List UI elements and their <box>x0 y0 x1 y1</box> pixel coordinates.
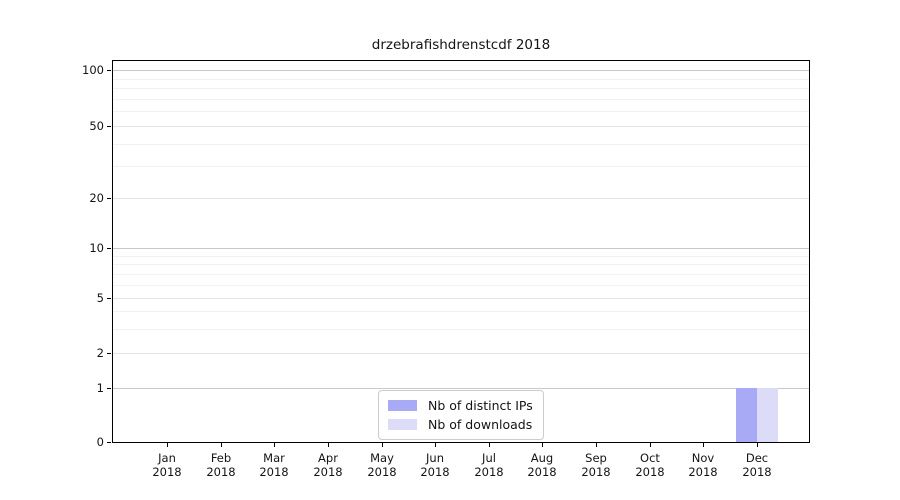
gridline-1 <box>113 388 809 389</box>
gridline-minor-30 <box>113 166 809 167</box>
x-axis-tick-label-oct-2018: Oct 2018 <box>635 451 665 479</box>
gridline-2 <box>113 353 809 354</box>
x-axis-tick-label-dec-2018: Dec 2018 <box>742 451 772 479</box>
chart-title: drzebrafishdrenstcdf 2018 <box>371 37 551 53</box>
x-axis-tick-label-sep-2018: Sep 2018 <box>581 451 611 479</box>
x-axis-tick-label-nov-2018: Nov 2018 <box>688 451 718 479</box>
x-axis-tick-mark-oct-2018 <box>650 443 651 447</box>
legend-item-nb-of-distinct-ips: Nb of distinct IPs <box>388 396 533 415</box>
y-axis-tick-label-10: 10 <box>89 241 104 255</box>
y-axis-tick-label-20: 20 <box>89 191 104 205</box>
y-axis-tick-mark-100 <box>107 70 111 71</box>
gridline-minor-60 <box>113 111 809 112</box>
gridline-50 <box>113 126 809 127</box>
y-axis-tick-label-2: 2 <box>96 346 104 360</box>
y-axis-tick-label-1: 1 <box>96 381 104 395</box>
y-axis-tick-mark-0 <box>107 442 111 443</box>
x-axis-tick-mark-mar-2018 <box>274 443 275 447</box>
gridline-10 <box>113 248 809 249</box>
legend-item-nb-of-downloads: Nb of downloads <box>388 415 533 434</box>
x-axis-tick-mark-feb-2018 <box>221 443 222 447</box>
y-axis-tick-label-5: 5 <box>96 291 104 305</box>
gridline-minor-8 <box>113 264 809 265</box>
plot-area <box>112 60 810 443</box>
y-axis-tick-label-50: 50 <box>89 119 104 133</box>
gridline-minor-90 <box>113 79 809 80</box>
x-axis-tick-label-jul-2018: Jul 2018 <box>474 451 504 479</box>
gridline-minor-6 <box>113 285 809 286</box>
x-axis-tick-mark-dec-2018 <box>757 443 758 447</box>
y-axis-tick-mark-50 <box>107 126 111 127</box>
x-axis-tick-mark-jan-2018 <box>167 443 168 447</box>
y-axis-tick-mark-1 <box>107 388 111 389</box>
legend-swatch-nb-of-distinct-ips <box>388 400 417 411</box>
gridline-minor-4 <box>113 311 809 312</box>
x-axis-tick-label-may-2018: May 2018 <box>367 451 397 479</box>
x-axis-tick-label-feb-2018: Feb 2018 <box>206 451 236 479</box>
gridline-100 <box>113 70 809 71</box>
y-axis-tick-mark-20 <box>107 198 111 199</box>
gridline-minor-7 <box>113 274 809 275</box>
x-axis-tick-mark-aug-2018 <box>542 443 543 447</box>
gridline-minor-9 <box>113 256 809 257</box>
legend-swatch-nb-of-downloads <box>388 419 417 430</box>
gridline-minor-80 <box>113 88 809 89</box>
x-axis-tick-mark-apr-2018 <box>328 443 329 447</box>
legend-label-nb-of-downloads: Nb of downloads <box>428 417 533 432</box>
gridline-minor-3 <box>113 329 809 330</box>
gridline-20 <box>113 198 809 199</box>
y-axis-tick-mark-2 <box>107 353 111 354</box>
y-axis-tick-mark-10 <box>107 248 111 249</box>
x-axis-tick-label-jan-2018: Jan 2018 <box>152 451 182 479</box>
x-axis-tick-mark-nov-2018 <box>703 443 704 447</box>
y-axis-tick-label-100: 100 <box>82 63 104 77</box>
x-axis-tick-mark-jul-2018 <box>489 443 490 447</box>
gridline-minor-70 <box>113 99 809 100</box>
x-axis-tick-mark-sep-2018 <box>596 443 597 447</box>
gridline-5 <box>113 298 809 299</box>
gridline-minor-40 <box>113 144 809 145</box>
legend-label-nb-of-distinct-ips: Nb of distinct IPs <box>428 398 533 413</box>
x-axis-tick-label-aug-2018: Aug 2018 <box>527 451 557 479</box>
bar-dec-2018-nb-of-distinct-ips <box>736 388 757 442</box>
x-axis-tick-label-apr-2018: Apr 2018 <box>313 451 343 479</box>
x-axis-tick-mark-jun-2018 <box>435 443 436 447</box>
x-axis-tick-label-jun-2018: Jun 2018 <box>420 451 450 479</box>
legend: Nb of distinct IPs Nb of downloads <box>378 390 544 440</box>
y-axis-tick-label-0: 0 <box>96 435 104 449</box>
bar-dec-2018-nb-of-downloads <box>757 388 778 442</box>
x-axis-tick-label-mar-2018: Mar 2018 <box>259 451 289 479</box>
x-axis-tick-mark-may-2018 <box>382 443 383 447</box>
y-axis-tick-mark-5 <box>107 298 111 299</box>
